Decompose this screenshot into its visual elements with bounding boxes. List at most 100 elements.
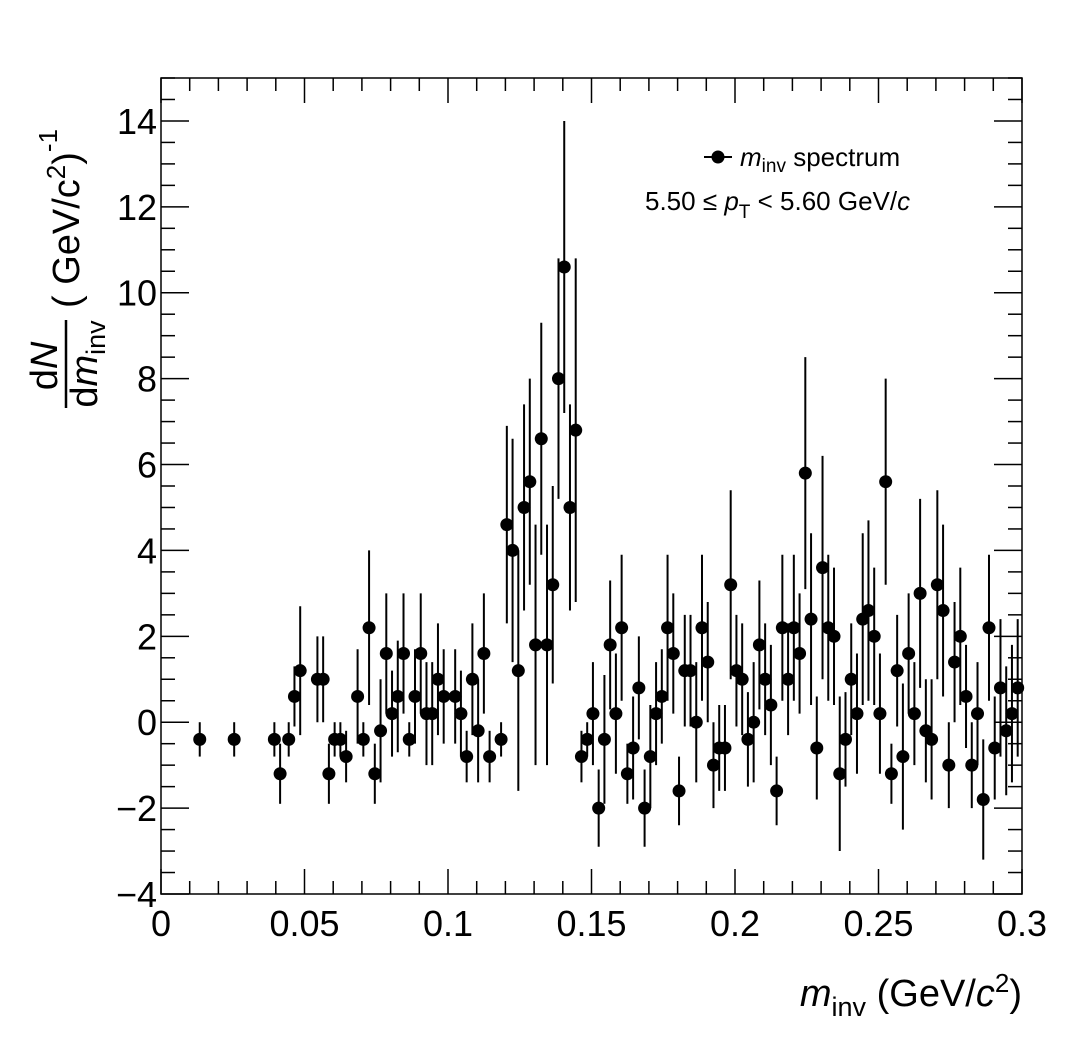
data-point	[592, 769, 606, 847]
point-marker	[414, 646, 428, 660]
x-tick-label: 0.25	[843, 903, 913, 944]
data-point	[930, 490, 944, 680]
y-tick-label: 12	[117, 187, 157, 228]
point-marker	[890, 664, 904, 678]
data-point	[838, 692, 852, 787]
point-marker	[506, 543, 520, 557]
data-point	[500, 425, 514, 624]
data-point	[684, 614, 698, 727]
data-point	[540, 524, 554, 766]
data-point	[586, 662, 600, 766]
point-marker	[408, 689, 422, 703]
point-marker	[471, 724, 485, 738]
point-marker	[988, 741, 1002, 755]
data-point	[546, 486, 560, 684]
data-point	[827, 567, 841, 706]
data-point	[293, 606, 307, 736]
data-point	[798, 357, 812, 590]
point-marker	[689, 715, 703, 729]
point-marker	[391, 689, 405, 703]
point-marker	[816, 561, 830, 575]
data-point	[810, 696, 824, 800]
point-marker	[873, 707, 887, 721]
point-marker	[747, 715, 761, 729]
y-tick-label: 8	[137, 359, 157, 400]
pt-range-annotation: 5.50 ≤ pT < 5.60 GeV/c	[645, 186, 910, 223]
data-point	[454, 670, 468, 757]
y-label-denominator: dminv	[64, 320, 111, 408]
data-point	[460, 730, 474, 783]
point-marker	[287, 689, 301, 703]
point-marker	[787, 621, 801, 635]
point-marker	[477, 646, 491, 660]
point-marker	[701, 655, 715, 669]
point-marker	[827, 629, 841, 643]
y-tick-label: 4	[137, 530, 157, 571]
data-point	[632, 636, 646, 740]
point-marker	[948, 655, 962, 669]
data-point	[465, 623, 479, 736]
data-point	[833, 696, 847, 852]
data-point	[884, 743, 898, 804]
data-point	[873, 653, 887, 774]
point-marker	[267, 732, 281, 746]
point-marker	[953, 629, 967, 643]
data-point	[867, 567, 881, 706]
data-point	[718, 705, 732, 791]
point-marker	[741, 732, 755, 746]
data-point	[735, 623, 749, 736]
point-marker	[758, 672, 772, 686]
point-marker	[333, 732, 347, 746]
point-marker	[574, 750, 588, 764]
data-point	[517, 404, 531, 611]
x-axis-label: minv (GeV/c2)	[800, 968, 1022, 1022]
data-point	[689, 662, 703, 783]
y-tick-label: 6	[137, 445, 157, 486]
point-marker	[672, 784, 686, 798]
legend-label: minv spectrum	[740, 142, 900, 177]
data-point	[471, 679, 485, 783]
point-marker	[437, 689, 451, 703]
data-point	[666, 593, 680, 714]
data-point	[948, 601, 962, 723]
data-point	[861, 520, 875, 701]
legend: minv spectrum	[704, 142, 900, 177]
data-points	[193, 120, 1025, 860]
data-point	[907, 662, 921, 766]
point-marker	[976, 793, 990, 807]
point-marker	[781, 672, 795, 686]
data-point	[580, 722, 594, 757]
point-marker	[534, 432, 548, 446]
data-point	[672, 756, 686, 826]
data-point	[1011, 619, 1025, 757]
point-marker	[362, 621, 376, 635]
data-point	[374, 679, 388, 783]
point-marker	[965, 758, 979, 772]
point-marker	[368, 767, 382, 781]
data-point	[569, 258, 583, 602]
point-marker	[867, 629, 881, 643]
data-point	[879, 378, 893, 585]
data-point	[511, 550, 525, 791]
point-marker	[942, 758, 956, 772]
plot-frame	[160, 77, 1023, 895]
point-marker	[695, 621, 709, 635]
point-marker	[227, 732, 241, 746]
point-marker	[454, 707, 468, 721]
point-marker	[925, 732, 939, 746]
y-label-unit: ( GeV/c2)-1	[33, 129, 88, 308]
point-marker	[523, 475, 537, 489]
data-point	[563, 404, 577, 611]
data-point	[437, 649, 451, 744]
data-point	[643, 705, 657, 809]
data-point	[620, 743, 634, 804]
point-marker	[293, 664, 307, 678]
point-marker	[810, 741, 824, 755]
data-point	[1005, 644, 1019, 783]
data-point	[816, 455, 830, 680]
data-point	[770, 756, 784, 826]
point-marker	[511, 664, 525, 678]
y-tick-label: 14	[117, 101, 157, 142]
point-marker	[902, 646, 916, 660]
